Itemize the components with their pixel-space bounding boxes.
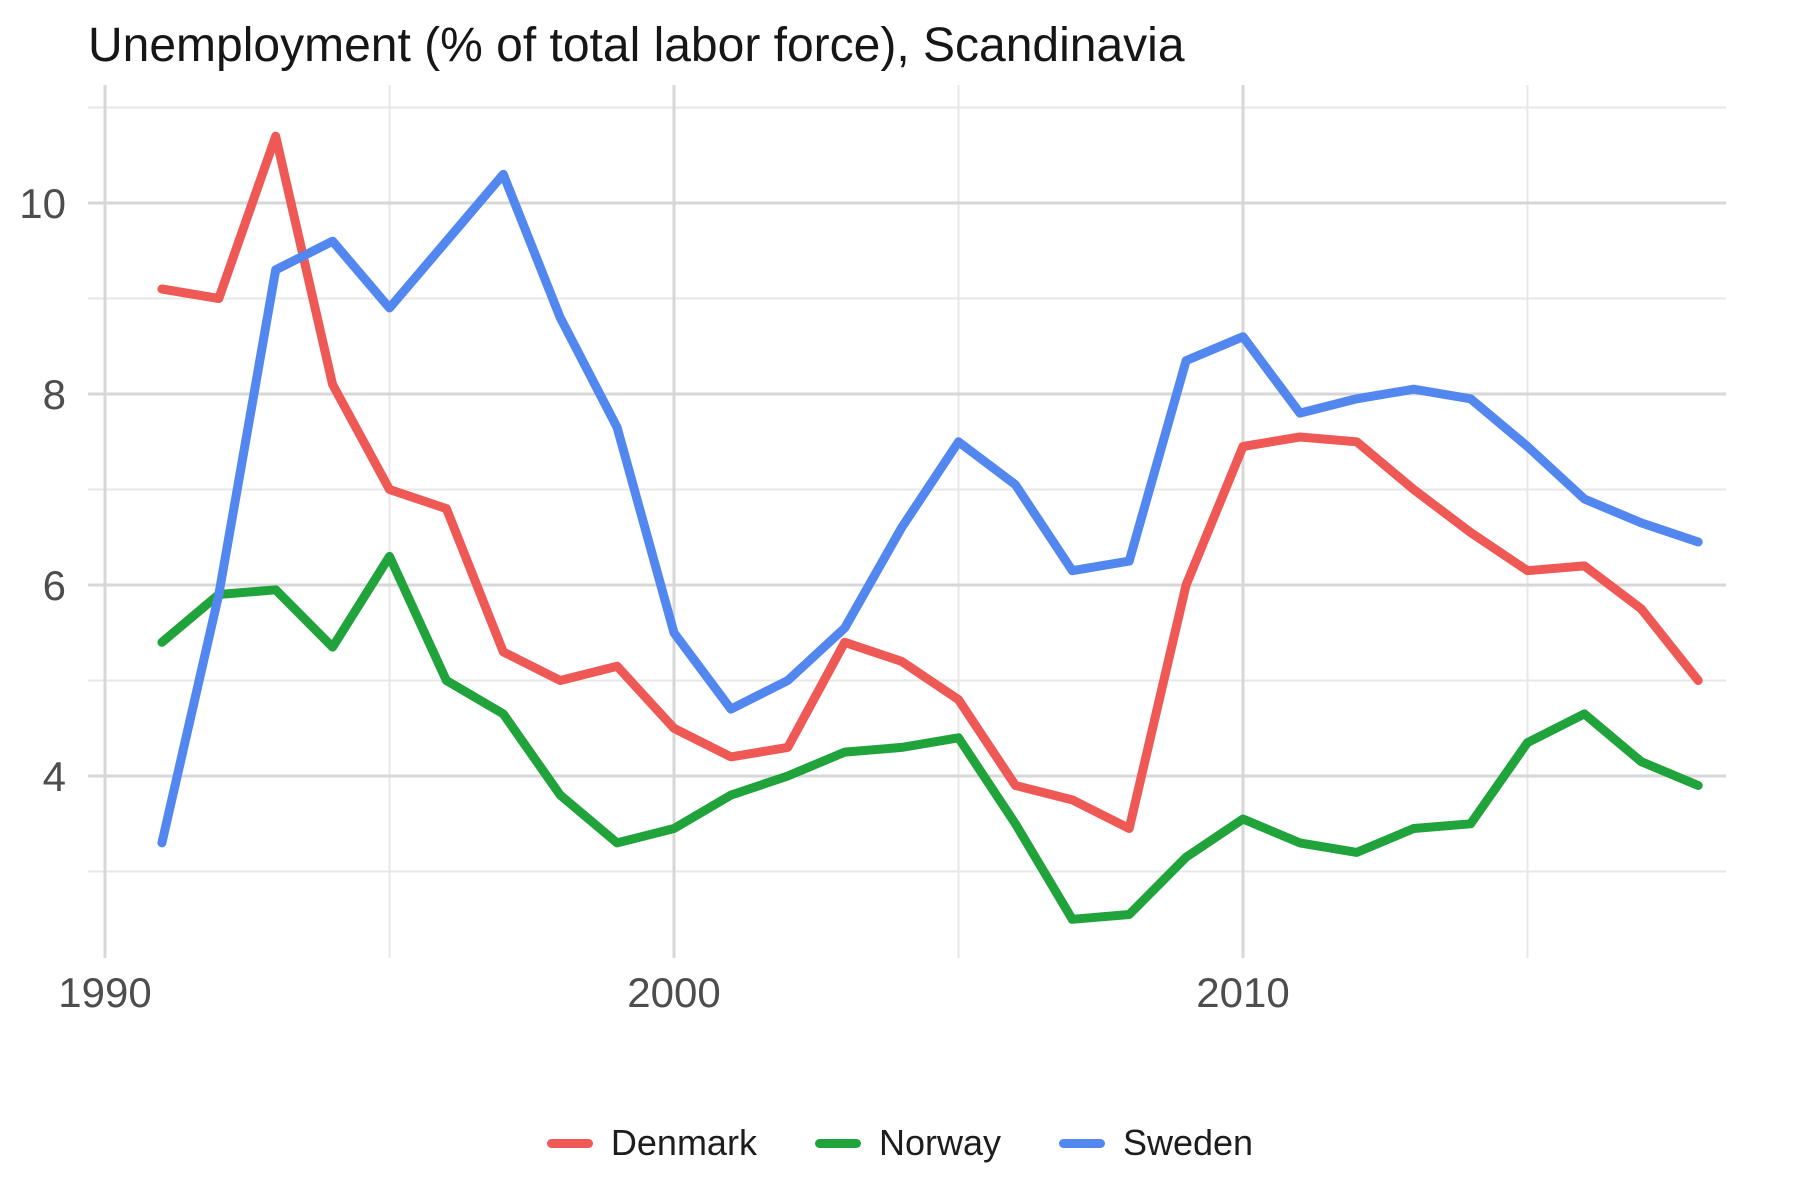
sweden-line xyxy=(157,169,1703,848)
axis-tick-labels: 4 6 8 10 1990 2000 2010 xyxy=(19,180,1289,1016)
legend-label-norway: Norway xyxy=(878,1122,1001,1163)
gridlines-minor xyxy=(88,85,1726,958)
legend-item-sweden: Sweden xyxy=(1058,1122,1254,1164)
y-tick-label: 8 xyxy=(43,371,66,418)
norway-line-swatch xyxy=(814,1138,861,1148)
y-tick-label: 10 xyxy=(19,180,66,227)
y-tick-label: 4 xyxy=(43,753,66,800)
denmark-line-swatch xyxy=(546,1138,593,1148)
legend-label-denmark: Denmark xyxy=(610,1122,757,1163)
sweden-line-swatch xyxy=(1058,1138,1105,1148)
norway-line xyxy=(157,551,1703,924)
denmark-line xyxy=(157,131,1703,833)
x-tick-label: 1990 xyxy=(58,969,151,1016)
legend: Denmark Norway Sweden xyxy=(0,1122,1800,1164)
y-tick-label: 6 xyxy=(43,562,66,609)
chart-title: Unemployment (% of total labor force), S… xyxy=(88,19,1185,72)
x-tick-label: 2010 xyxy=(1196,969,1289,1016)
legend-item-norway: Norway xyxy=(814,1122,1001,1164)
legend-label-sweden: Sweden xyxy=(1122,1122,1254,1163)
data-series-lines xyxy=(157,131,1703,924)
legend-item-denmark: Denmark xyxy=(546,1122,757,1164)
x-tick-label: 2000 xyxy=(627,969,720,1016)
